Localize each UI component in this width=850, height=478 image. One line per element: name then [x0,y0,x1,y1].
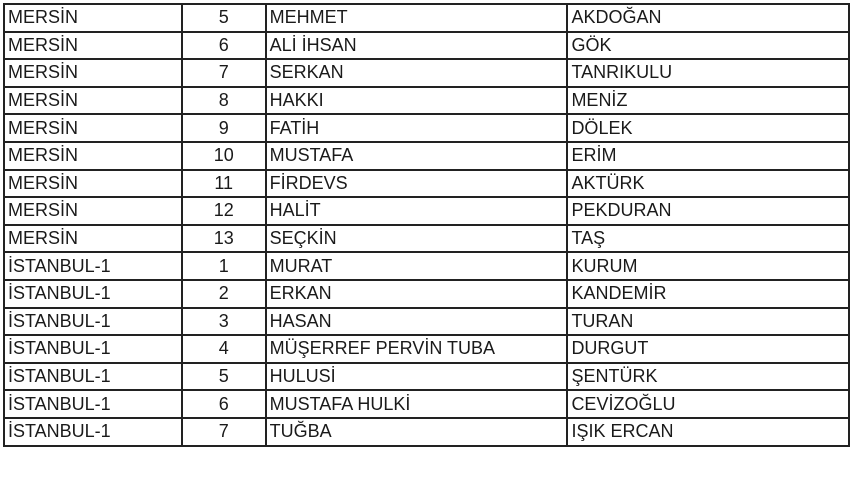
first-name-cell: FİRDEVS [264,168,569,199]
city-cell: İSTANBUL-1 [3,416,183,447]
first-name-cell: MÜŞERREF PERVİN TUBA [264,334,569,364]
surname-cell: GÖK [566,30,850,61]
city-cell: MERSİN [3,140,183,171]
first-name-cell: ALİ İHSAN [264,30,569,61]
candidate-table-body: MERSİN 5 MEHMET AKDOĞAN MERSİN 6 ALİ İHSAN GÖK M… [3,3,850,447]
surname-cell: CEVİZOĞLU [566,389,850,419]
first-name-cell: HALİT [264,196,569,226]
order-number-cell: 4 [180,334,267,364]
order-number-cell: 2 [180,278,267,309]
city-cell: MERSİN [3,85,183,116]
table-row: MERSİN 7 SERKAN TANRIKULU [3,58,850,88]
first-name-cell: FATİH [264,113,569,143]
table-row: MERSİN 12 HALİT PEKDURAN [3,196,850,226]
order-number-cell: 9 [180,113,267,143]
city-cell: MERSİN [3,168,183,199]
surname-cell: TURAN [566,306,850,337]
order-number-cell: 6 [180,30,267,61]
city-cell: MERSİN [3,58,183,88]
surname-cell: AKTÜRK [566,168,850,199]
first-name-cell: HASAN [264,306,569,337]
surname-cell: DURGUT [566,334,850,364]
city-cell: İSTANBUL-1 [3,361,183,392]
city-cell: MERSİN [3,3,183,33]
table-row: İSTANBUL-1 5 HULUSİ ŞENTÜRK [3,361,850,392]
table-row: İSTANBUL-1 7 TUĞBA IŞIK ERCAN [3,416,850,447]
table-row: MERSİN 13 SEÇKİN TAŞ [3,223,850,254]
order-number-cell: 5 [180,3,267,33]
table-row: MERSİN 11 FİRDEVS AKTÜRK [3,168,850,199]
order-number-cell: 7 [180,416,267,447]
order-number-cell: 8 [180,85,267,116]
table-row: MERSİN 10 MUSTAFA ERİM [3,140,850,171]
surname-cell: DÖLEK [566,113,850,143]
city-cell: İSTANBUL-1 [3,278,183,309]
order-number-cell: 6 [180,389,267,419]
table-row: MERSİN 9 FATİH DÖLEK [3,113,850,143]
table-row: MERSİN 6 ALİ İHSAN GÖK [3,30,850,61]
surname-cell: ŞENTÜRK [566,361,850,392]
table-row: İSTANBUL-1 6 MUSTAFA HULKİ CEVİZOĞLU [3,389,850,419]
first-name-cell: MEHMET [264,3,569,33]
city-cell: MERSİN [3,223,183,254]
surname-cell: KANDEMİR [566,278,850,309]
surname-cell: TAŞ [566,223,850,254]
surname-cell: TANRIKULU [566,58,850,88]
city-cell: İSTANBUL-1 [3,251,183,281]
table-row: MERSİN 5 MEHMET AKDOĞAN [3,3,850,33]
surname-cell: IŞIK ERCAN [566,416,850,447]
surname-cell: ERİM [566,140,850,171]
order-number-cell: 13 [180,223,267,254]
order-number-cell: 10 [180,140,267,171]
first-name-cell: MURAT [264,251,569,281]
surname-cell: PEKDURAN [566,196,850,226]
surname-cell: MENİZ [566,85,850,116]
candidate-table: MERSİN 5 MEHMET AKDOĞAN MERSİN 6 ALİ İHSAN GÖK M… [3,3,850,447]
order-number-cell: 1 [180,251,267,281]
surname-cell: AKDOĞAN [566,3,850,33]
first-name-cell: HULUSİ [264,361,569,392]
order-number-cell: 5 [180,361,267,392]
order-number-cell: 7 [180,58,267,88]
city-cell: MERSİN [3,113,183,143]
order-number-cell: 3 [180,306,267,337]
order-number-cell: 11 [180,168,267,199]
first-name-cell: TUĞBA [264,416,569,447]
first-name-cell: ERKAN [264,278,569,309]
city-cell: MERSİN [3,196,183,226]
city-cell: İSTANBUL-1 [3,334,183,364]
table-row: İSTANBUL-1 1 MURAT KURUM [3,251,850,281]
order-number-cell: 12 [180,196,267,226]
city-cell: MERSİN [3,30,183,61]
table-row: İSTANBUL-1 2 ERKAN KANDEMİR [3,278,850,309]
first-name-cell: HAKKI [264,85,569,116]
first-name-cell: MUSTAFA [264,140,569,171]
first-name-cell: MUSTAFA HULKİ [264,389,569,419]
city-cell: İSTANBUL-1 [3,306,183,337]
table-row: MERSİN 8 HAKKI MENİZ [3,85,850,116]
city-cell: İSTANBUL-1 [3,389,183,419]
surname-cell: KURUM [566,251,850,281]
first-name-cell: SERKAN [264,58,569,88]
table-row: İSTANBUL-1 3 HASAN TURAN [3,306,850,337]
table-row: İSTANBUL-1 4 MÜŞERREF PERVİN TUBA DURGUT [3,334,850,364]
first-name-cell: SEÇKİN [264,223,569,254]
